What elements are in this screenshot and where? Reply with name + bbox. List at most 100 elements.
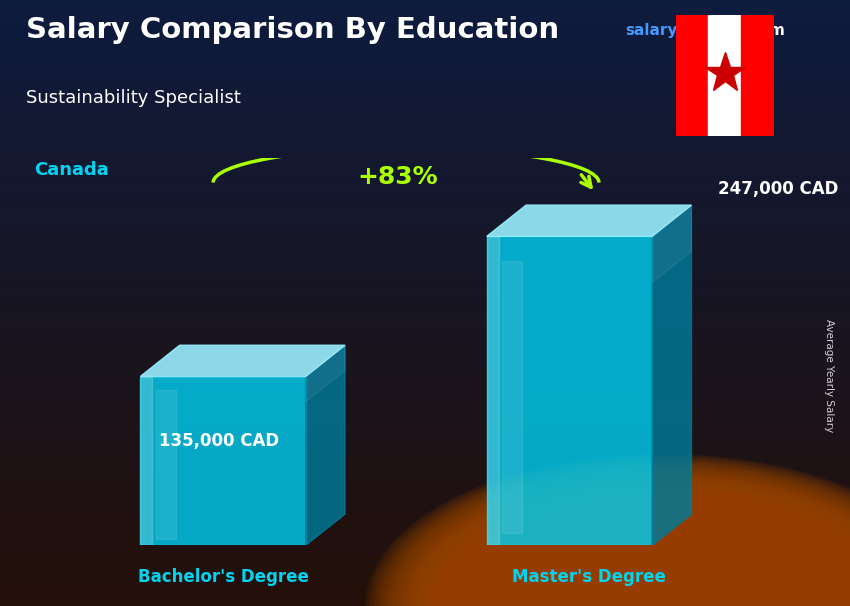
Bar (0, 44, 850, 47)
Bar (0, 422, 850, 424)
Bar (0, 553, 850, 556)
Bar (0, 406, 850, 408)
Bar (0, 297, 850, 299)
Bar (0, 329, 850, 331)
Bar (0, 382, 850, 384)
Text: Salary Comparison By Education: Salary Comparison By Education (26, 16, 558, 44)
Text: Sustainability Specialist: Sustainability Specialist (26, 90, 241, 107)
Bar (0, 461, 850, 462)
Bar (0, 144, 850, 145)
Bar (0, 133, 850, 135)
Bar (0, 139, 850, 141)
Bar (0, 412, 850, 414)
Bar (0, 247, 850, 248)
Bar (0, 513, 850, 515)
Bar (0, 275, 850, 277)
Bar (0, 511, 850, 513)
Bar (0, 529, 850, 531)
Bar (0, 347, 850, 350)
Bar (0, 271, 850, 273)
Bar (0, 162, 850, 164)
Bar (0, 93, 850, 95)
Bar (0, 416, 850, 418)
Bar (0, 41, 850, 42)
Bar (0, 344, 850, 345)
Bar (0, 83, 850, 85)
Bar (0, 495, 850, 497)
Bar (0, 456, 850, 459)
Bar (0, 408, 850, 410)
Bar (0, 135, 850, 138)
Text: Canada: Canada (34, 161, 109, 179)
Bar (0, 374, 850, 376)
Bar (0, 325, 850, 327)
Bar (0, 539, 850, 541)
Bar (0, 36, 850, 38)
Bar (0, 164, 850, 165)
Bar (0, 210, 850, 212)
Bar (0, 384, 850, 386)
Bar (0, 48, 850, 50)
Text: Bachelor's Degree: Bachelor's Degree (138, 568, 309, 586)
Text: explorer: explorer (680, 23, 752, 38)
Bar (0, 61, 850, 62)
Bar (0, 319, 850, 321)
Bar (0, 473, 850, 474)
Bar (0, 462, 850, 465)
Bar (0, 127, 850, 129)
Ellipse shape (385, 465, 850, 606)
Bar (0, 309, 850, 311)
Bar (0, 235, 850, 236)
Bar (0, 2, 850, 4)
Polygon shape (487, 236, 499, 545)
Bar (0, 468, 850, 471)
Bar (0, 551, 850, 553)
Bar (0, 273, 850, 275)
Bar (0, 50, 850, 53)
Bar (0, 168, 850, 170)
Bar (0, 12, 850, 14)
Bar (0, 20, 850, 22)
Bar (0, 527, 850, 529)
Bar (0, 517, 850, 519)
Bar (0, 26, 850, 28)
Bar (0, 222, 850, 224)
Bar (0, 331, 850, 333)
Bar (0, 150, 850, 152)
Ellipse shape (379, 462, 850, 606)
Bar (0, 414, 850, 416)
Ellipse shape (371, 458, 850, 606)
Bar (0, 507, 850, 509)
Bar (0, 497, 850, 499)
Bar (0, 604, 850, 606)
Bar (0, 170, 850, 171)
Bar (0, 335, 850, 338)
Bar (0, 483, 850, 485)
Bar (0, 89, 850, 91)
Text: Master's Degree: Master's Degree (513, 568, 666, 586)
Bar (0, 285, 850, 287)
Bar (0, 525, 850, 527)
Bar (0, 430, 850, 432)
Bar (0, 345, 850, 347)
Bar (0, 410, 850, 412)
Bar (0, 505, 850, 507)
Bar (0, 123, 850, 125)
Bar (0, 311, 850, 313)
Bar (0, 277, 850, 279)
Bar (0, 521, 850, 523)
Ellipse shape (366, 454, 850, 606)
Bar (0, 165, 850, 168)
Polygon shape (140, 376, 152, 545)
Bar (0, 65, 850, 67)
Bar (0, 24, 850, 26)
Bar (0, 75, 850, 77)
Ellipse shape (383, 464, 850, 606)
Polygon shape (306, 345, 345, 545)
Bar (0, 388, 850, 390)
Bar (0, 85, 850, 87)
Bar (0, 368, 850, 370)
Bar (0, 454, 850, 456)
Ellipse shape (376, 459, 850, 606)
Bar (0, 365, 850, 368)
